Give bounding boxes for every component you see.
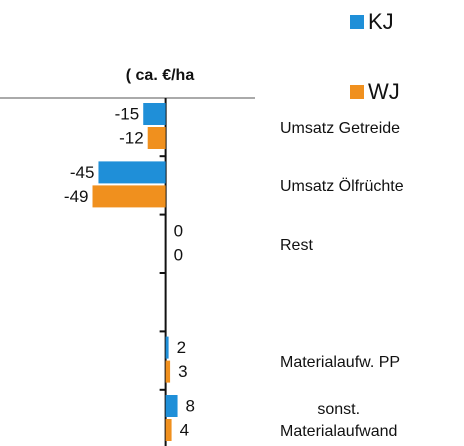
bar bbox=[143, 103, 166, 125]
data-label: 2 bbox=[177, 338, 186, 357]
legend-label: WJ bbox=[368, 79, 400, 104]
category-label: Materialaufw. PP bbox=[280, 353, 401, 371]
data-label: -12 bbox=[119, 128, 144, 147]
data-label: 3 bbox=[178, 362, 187, 381]
data-label: 0 bbox=[174, 221, 183, 240]
bar bbox=[147, 127, 166, 149]
bar bbox=[165, 395, 178, 417]
data-label: 8 bbox=[186, 396, 195, 415]
bar bbox=[165, 360, 171, 383]
legend-swatch bbox=[350, 85, 364, 99]
chart-title: ( ca. €/ha bbox=[126, 67, 195, 84]
category-label: Rest bbox=[280, 236, 313, 254]
bar bbox=[92, 185, 166, 208]
data-label: -45 bbox=[70, 163, 95, 182]
bar bbox=[165, 419, 172, 441]
category-label: Umsatz Ölfrüchte bbox=[280, 178, 404, 196]
bar bbox=[98, 161, 166, 184]
legend-swatch bbox=[350, 15, 364, 29]
category-label: sonst. Materialaufwand bbox=[280, 401, 398, 440]
data-label: 4 bbox=[180, 420, 189, 439]
data-label: -15 bbox=[115, 104, 140, 123]
legend-label: KJ bbox=[368, 9, 394, 34]
bar bbox=[165, 336, 169, 359]
data-label: -49 bbox=[64, 187, 89, 206]
data-label: 0 bbox=[174, 245, 183, 264]
category-label: Umsatz Getreide bbox=[280, 120, 401, 137]
